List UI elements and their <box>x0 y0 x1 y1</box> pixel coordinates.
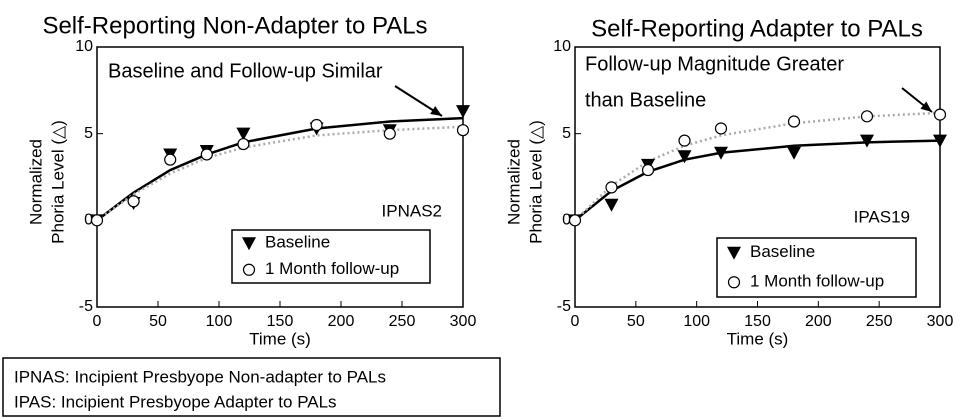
footnote-box <box>2 357 501 417</box>
x-tick-label: 100 <box>683 313 710 330</box>
data-point <box>933 134 947 148</box>
footnote: IPAS: Incipient Presbyope Adapter to PAL… <box>14 392 337 411</box>
x-axis-label: Time (s) <box>249 329 311 348</box>
data-point <box>90 214 104 227</box>
x-axis-label: Time (s) <box>727 329 789 348</box>
annotation: than Baseline <box>585 89 706 111</box>
fit-curve <box>96 125 464 222</box>
y-axis-label: Phoria Level (△) <box>48 120 67 244</box>
legend-label: 1 Month follow-up <box>750 272 884 291</box>
x-tick-label: 50 <box>149 313 167 330</box>
annotation: Follow-up Magnitude Greater <box>585 53 844 75</box>
data-point <box>787 146 801 160</box>
data-point <box>310 118 323 132</box>
data-point <box>604 198 619 212</box>
x-tick-label: 200 <box>328 313 355 330</box>
data-point <box>714 146 728 160</box>
data-point <box>237 137 250 151</box>
data-point <box>860 134 874 148</box>
footnote: IPNAS: Incipient Presbyope Non-adapter t… <box>14 367 386 386</box>
legend-box <box>231 229 431 284</box>
x-tick-label: 100 <box>206 313 233 330</box>
legend-label: Baseline <box>750 242 815 261</box>
x-tick-label: 50 <box>627 313 645 330</box>
y-tick-label: -5 <box>79 298 93 315</box>
data-point <box>714 122 728 135</box>
data-point <box>127 195 140 208</box>
y-tick-label: -5 <box>557 298 571 315</box>
y-tick-label: 5 <box>84 125 93 142</box>
data-point <box>787 115 801 128</box>
data-point <box>605 181 618 194</box>
chart-title: Self-Reporting Adapter to PALs <box>591 15 923 42</box>
data-point <box>383 127 396 140</box>
arrow-head <box>430 106 442 116</box>
fit-curve <box>96 116 464 222</box>
data-point <box>860 110 874 123</box>
legend-marker <box>727 276 741 289</box>
chart-title: Self-Reporting Non-Adapter to PALs <box>42 12 427 39</box>
x-tick-label: 0 <box>571 313 580 330</box>
x-tick-label: 150 <box>267 313 294 330</box>
x-tick-label: 250 <box>389 313 416 330</box>
subject-label: IPNAS2 <box>382 201 442 220</box>
x-tick-label: 300 <box>927 313 954 330</box>
data-point <box>678 134 691 147</box>
y-tick-label: 0 <box>84 212 93 229</box>
x-tick-label: 300 <box>450 313 477 330</box>
data-point <box>641 163 655 177</box>
legend-label: 1 Month follow-up <box>265 259 399 278</box>
data-point <box>456 105 470 119</box>
x-tick-label: 150 <box>744 313 771 330</box>
x-tick-label: 250 <box>866 313 893 330</box>
y-tick-label: 0 <box>562 212 571 229</box>
subject-label: IPAS19 <box>854 207 910 226</box>
arrow-head <box>920 101 932 112</box>
data-point <box>200 148 213 161</box>
legend-marker <box>242 263 256 276</box>
y-tick-label: 5 <box>562 125 571 142</box>
data-point <box>456 124 470 137</box>
y-axis-label: Normalized <box>26 139 45 225</box>
data-point <box>677 150 692 164</box>
x-tick-label: 0 <box>93 313 102 330</box>
data-point <box>568 214 582 227</box>
legend-marker <box>242 237 256 251</box>
y-axis-label: Phoria Level (△) <box>526 120 545 244</box>
data-point <box>164 153 177 166</box>
annotation: Baseline and Follow-up Similar <box>108 60 383 82</box>
data-point <box>236 127 251 141</box>
legend-box <box>716 237 917 298</box>
legend-marker <box>727 246 741 260</box>
fit-curve <box>574 111 941 222</box>
y-tick-label: 10 <box>75 38 93 55</box>
data-point <box>933 108 947 121</box>
y-axis-label: Normalized <box>504 139 523 225</box>
y-tick-label: 10 <box>553 38 571 55</box>
x-tick-label: 200 <box>805 313 832 330</box>
legend-label: Baseline <box>265 233 330 252</box>
